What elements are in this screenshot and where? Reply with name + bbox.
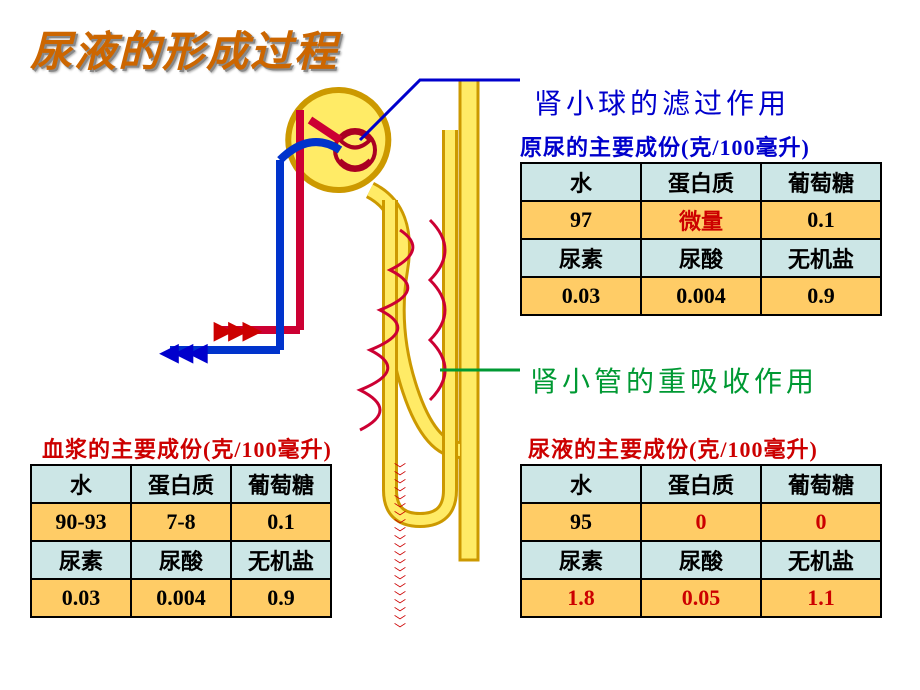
table-value-cell: 0.004 [131, 579, 231, 617]
annotation-reabsorption: 肾小管的重吸收作用 [530, 360, 818, 400]
table-value-cell: 0.03 [31, 579, 131, 617]
table-value-cell: 0.1 [231, 503, 331, 541]
table-header-cell: 蛋白质 [641, 465, 761, 503]
table-header-cell: 葡萄糖 [761, 163, 881, 201]
table-value-cell: 0 [641, 503, 761, 541]
table-value-cell: 0.03 [521, 277, 641, 315]
table-value-cell: 0 [761, 503, 881, 541]
table-value-cell: 微量 [641, 201, 761, 239]
table-header-cell: 蛋白质 [131, 465, 231, 503]
table-header-cell: 尿素 [31, 541, 131, 579]
table-header-cell: 尿素 [521, 541, 641, 579]
inflow-arrows-icon: ▶▶▶ [214, 316, 257, 345]
table-value-cell: 1.8 [521, 579, 641, 617]
table-urine: 水蛋白质葡萄糖9500尿素尿酸无机盐1.80.051.1 [520, 464, 882, 618]
table-header-cell: 蛋白质 [641, 163, 761, 201]
table-value-cell: 95 [521, 503, 641, 541]
table-header-cell: 葡萄糖 [231, 465, 331, 503]
table-header-cell: 无机盐 [761, 541, 881, 579]
caption-urine: 尿液的主要成份(克/100毫升) [528, 432, 818, 464]
table-plasma: 水蛋白质葡萄糖 90-937-80.1 尿素尿酸无机盐 0.030.0040.9 [30, 464, 332, 618]
table-header-cell: 水 [521, 163, 641, 201]
table-header-cell: 无机盐 [231, 541, 331, 579]
table-header-cell: 尿酸 [641, 541, 761, 579]
table-header-cell: 尿酸 [641, 239, 761, 277]
table-header-cell: 尿素 [521, 239, 641, 277]
table-header-cell: 水 [31, 465, 131, 503]
table-header-cell: 尿酸 [131, 541, 231, 579]
table-value-cell: 0.05 [641, 579, 761, 617]
table-value-cell: 0.9 [761, 277, 881, 315]
outflow-arrows-icon: ◀◀◀ [160, 338, 203, 367]
table-filtrate: 水蛋白质葡萄糖 97微量0.1 尿素尿酸无机盐 0.030.0040.9 [520, 162, 882, 316]
table-value-cell: 0.9 [231, 579, 331, 617]
urine-downflow-icon: ﹀﹀﹀﹀﹀﹀﹀﹀﹀﹀﹀﹀﹀﹀﹀﹀﹀﹀﹀﹀﹀ [390, 465, 410, 633]
table-header-cell: 无机盐 [761, 239, 881, 277]
caption-filtrate: 原尿的主要成份(克/100毫升) [520, 130, 810, 162]
table-header-cell: 葡萄糖 [761, 465, 881, 503]
table-value-cell: 1.1 [761, 579, 881, 617]
table-value-cell: 0.004 [641, 277, 761, 315]
annotation-filtration: 肾小球的滤过作用 [534, 82, 790, 122]
table-header-cell: 水 [521, 465, 641, 503]
table-value-cell: 90-93 [31, 503, 131, 541]
caption-plasma: 血浆的主要成份(克/100毫升) [42, 432, 332, 464]
table-value-cell: 97 [521, 201, 641, 239]
table-value-cell: 0.1 [761, 201, 881, 239]
table-value-cell: 7-8 [131, 503, 231, 541]
